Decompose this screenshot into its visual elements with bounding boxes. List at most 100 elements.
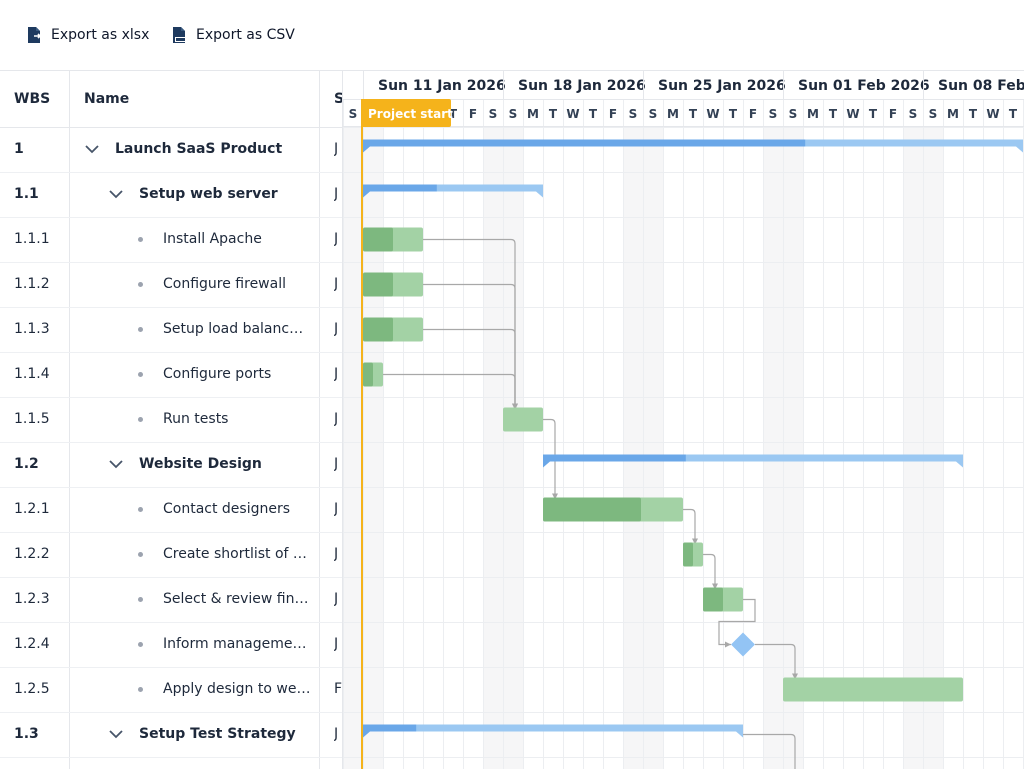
bullet-icon xyxy=(138,552,143,557)
weekend-column xyxy=(503,127,523,769)
task-name-cell: Configure ports xyxy=(163,352,312,397)
start-date-cell: J xyxy=(334,487,342,532)
day-letter: M xyxy=(527,107,539,121)
start-column-header[interactable]: S xyxy=(334,71,342,127)
export-csv-label: Export as CSV xyxy=(196,27,295,43)
task-name-cell: Setup load balanc… xyxy=(163,307,312,352)
summary-bar-progress xyxy=(363,185,437,192)
bullet-icon xyxy=(138,327,143,332)
day-letter: W xyxy=(986,107,999,121)
bullet-icon xyxy=(138,372,143,377)
day-letter: F xyxy=(609,107,617,121)
day-letter: S xyxy=(509,107,518,121)
export-xlsx-label: Export as xlsx xyxy=(51,27,149,43)
bullet-icon xyxy=(138,417,143,422)
wbs-column-header[interactable]: WBS xyxy=(14,71,50,127)
week-header-label[interactable]: Sun 18 Jan 2026 xyxy=(518,78,646,94)
day-letter: W xyxy=(566,107,579,121)
start-date-cell: J xyxy=(334,217,342,262)
wbs-cell: 1.1 xyxy=(14,172,39,217)
task-name-cell: Setup web server xyxy=(139,172,312,217)
export-xlsx-button[interactable]: Export as xlsx xyxy=(26,24,149,46)
day-letter: W xyxy=(706,107,719,121)
day-letter: T xyxy=(689,107,698,121)
week-header-label[interactable]: Sun 25 Jan 2026 xyxy=(658,78,786,94)
task-name-cell: Create shortlist of t… xyxy=(163,532,312,577)
task-name-cell: Run tests xyxy=(163,397,312,442)
wbs-cell: 1.2 xyxy=(14,442,39,487)
weekend-column xyxy=(643,127,663,769)
week-header-label[interactable]: Sun 08 Feb 2026 xyxy=(938,78,1024,94)
weekend-column xyxy=(483,127,503,769)
weekend-column xyxy=(343,127,363,769)
day-letter: S xyxy=(909,107,918,121)
task-name-cell: Inform manageme… xyxy=(163,622,312,667)
day-letter: M xyxy=(667,107,679,121)
day-letter: T xyxy=(1009,107,1018,121)
task-bar-progress xyxy=(363,273,393,297)
day-letter: T xyxy=(869,107,878,121)
chevron-down-icon[interactable] xyxy=(108,456,124,472)
task-name-cell: Select & review fin… xyxy=(163,577,312,622)
week-header-label[interactable]: Sun 01 Feb 2026 xyxy=(798,78,930,94)
start-date-cell: J xyxy=(334,307,342,352)
day-letter: F xyxy=(469,107,477,121)
name-column-header[interactable]: Name xyxy=(84,71,129,127)
weekend-column xyxy=(363,127,383,769)
task-name-cell: Website Design xyxy=(139,442,312,487)
weekend-column xyxy=(903,127,923,769)
wbs-cell: 1.1.4 xyxy=(14,352,50,397)
export-csv-button[interactable]: Export as CSV xyxy=(171,24,295,46)
table-row[interactable]: 1.1.5 Run tests J xyxy=(0,397,342,443)
day-letter: M xyxy=(807,107,819,121)
chevron-down-icon[interactable] xyxy=(84,141,100,157)
week-header-label[interactable]: Sun 11 Jan 2026 xyxy=(378,78,506,94)
task-bar-progress xyxy=(363,318,393,342)
wbs-cell: 1.2.4 xyxy=(14,622,50,667)
task-name-cell: Install Apache xyxy=(163,217,312,262)
task-bar-progress xyxy=(363,228,393,252)
wbs-cell: 1.1.2 xyxy=(14,262,50,307)
task-bar-progress xyxy=(363,363,373,387)
start-date-cell: J xyxy=(334,712,342,757)
bullet-icon xyxy=(138,507,143,512)
wbs-cell: 1.2.5 xyxy=(14,667,50,712)
bullet-icon xyxy=(138,597,143,602)
day-letter: T xyxy=(969,107,978,121)
day-letter: M xyxy=(947,107,959,121)
summary-bar-end-cap xyxy=(736,732,743,738)
chevron-down-icon[interactable] xyxy=(108,186,124,202)
start-date-cell: J xyxy=(334,397,342,442)
task-bar[interactable] xyxy=(503,408,543,432)
gantt-timeline[interactable]: Sun 11 Jan 2026 Sun 18 Jan 2026 Sun 25 Jan… xyxy=(343,71,1024,769)
start-date-cell: J xyxy=(334,127,342,172)
gantt-chart: Sun 11 Jan 2026 Sun 18 Jan 2026 Sun 25 Jan… xyxy=(342,70,1024,769)
summary-bar-progress xyxy=(543,455,686,462)
wbs-cell: 1.2.3 xyxy=(14,577,50,622)
summary-bar[interactable] xyxy=(363,725,743,732)
day-letter: F xyxy=(889,107,897,121)
project-start-label: Project start xyxy=(368,107,453,121)
day-letter: W xyxy=(846,107,859,121)
day-letter: F xyxy=(749,107,757,121)
milestone-marker[interactable] xyxy=(731,633,755,657)
chevron-down-icon[interactable] xyxy=(108,726,124,742)
day-letter: T xyxy=(549,107,558,121)
wbs-cell: 1.1.5 xyxy=(14,397,50,442)
day-letter: T xyxy=(589,107,598,121)
task-bar[interactable] xyxy=(783,678,963,702)
